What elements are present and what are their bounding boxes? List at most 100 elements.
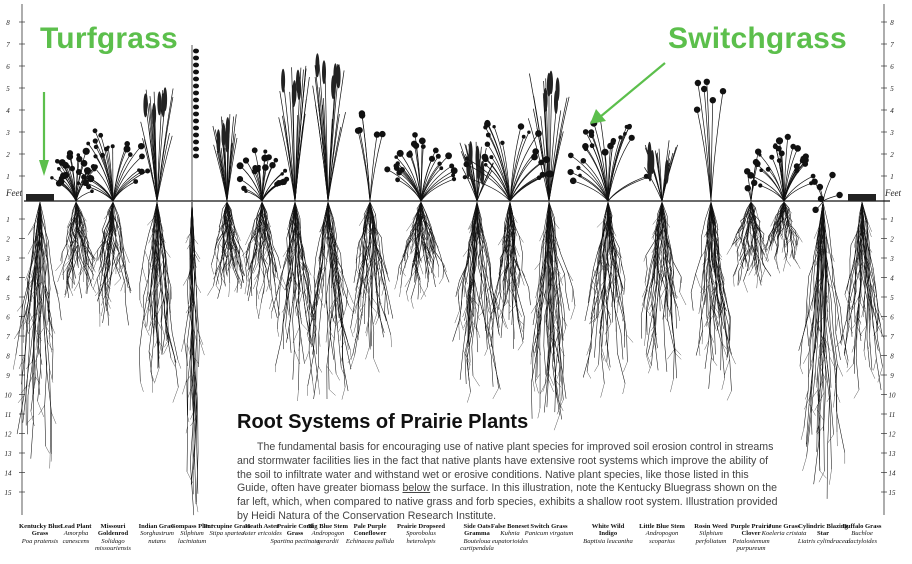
plant-scientific-name: Stipa spartea xyxy=(209,530,245,538)
plant-scientific-name: Echinacea pallida xyxy=(345,537,395,545)
shoot xyxy=(236,147,290,202)
diagram-title: Root Systems of Prairie Plants xyxy=(237,411,529,433)
root-system xyxy=(90,201,132,327)
ruler-tick-label: 4 xyxy=(890,275,894,283)
plant-scientific-name: Andropogon scoparius xyxy=(645,530,679,545)
plant-label: Cylindric Blazing Star Liatris cylindrace… xyxy=(797,523,849,545)
plant-common-name: White Wild Indigo xyxy=(591,523,625,538)
plant-7 xyxy=(236,147,290,319)
plant-8 xyxy=(271,65,320,402)
root-system xyxy=(640,201,687,393)
shoot xyxy=(26,194,54,201)
ruler-tick-label: 3 xyxy=(889,255,894,263)
ruler-tick-label: 6 xyxy=(890,314,894,322)
ruler-tick-label: 13 xyxy=(5,450,13,458)
plant-label: Little Blue Stem Andropogon scoparius xyxy=(636,523,688,545)
ruler-tick-label: 5 xyxy=(6,294,10,302)
plant-common-name: Heath Aster xyxy=(245,523,279,530)
root-system xyxy=(582,201,634,398)
root-system xyxy=(798,201,849,499)
switchgrass-callout: Switchgrass xyxy=(668,22,847,55)
plant-scientific-name: Panicum virgatum xyxy=(524,530,574,538)
plant-5 xyxy=(181,45,205,516)
plant-common-name: Prairie Cord Grass xyxy=(276,523,314,538)
feet-label-right: Feet xyxy=(885,188,901,198)
ruler-tick-label: 3 xyxy=(889,129,894,137)
plant-12 xyxy=(452,141,501,403)
plant-label: Big Blue Stem Andropogon gerardii xyxy=(302,523,354,545)
plant-scientific-name: Aster ericoides xyxy=(242,530,282,538)
ruler-tick-label: 2 xyxy=(6,236,10,244)
plant-label: Compass Plant Silphium laciniatum xyxy=(166,523,218,545)
plant-scientific-name: Sorghastrum nutans xyxy=(140,530,174,545)
ruler-tick-label: 7 xyxy=(6,333,10,341)
plant-label: Porcupine Grass Stipa spartea xyxy=(201,523,253,538)
plant-scientific-name: Koeleria cristata xyxy=(761,530,807,538)
ruler-tick-label: 8 xyxy=(6,353,10,361)
ruler-tick-label: 10 xyxy=(5,392,13,400)
plant-scientific-name: Solidago missouriensis xyxy=(95,537,131,552)
plant-common-name: Rosin Weed xyxy=(694,523,728,530)
plant-1 xyxy=(13,194,62,469)
plant-common-name: Little Blue Stem xyxy=(639,523,685,530)
plant-15 xyxy=(567,116,651,398)
plant-scientific-name: Buchloe dactyloides xyxy=(846,530,878,545)
root-system xyxy=(207,201,246,299)
ruler-tick-label: 2 xyxy=(6,151,10,159)
plant-17 xyxy=(690,78,736,401)
plant-label: Missouri Goldenrod Solidago missouriensis xyxy=(87,523,139,552)
plant-label: False Boneset Kuhnia eupatorioides xyxy=(484,523,536,545)
ruler-tick-label: 7 xyxy=(890,41,894,49)
description-underlined-word: below xyxy=(402,482,431,495)
plant-16 xyxy=(640,140,687,393)
plant-scientific-name: Amorpha canescens xyxy=(62,530,90,545)
ruler-tick-label: 5 xyxy=(890,294,894,302)
switchgrass-arrow xyxy=(599,62,666,118)
plant-label: White Wild Indigo Baptisia leucantha xyxy=(582,523,634,545)
ruler-tick-label: 4 xyxy=(6,275,10,283)
root-system xyxy=(271,201,320,402)
plant-drawings xyxy=(13,45,885,516)
plant-common-name: June Grass xyxy=(768,523,800,530)
root-system xyxy=(394,201,450,309)
plant-10 xyxy=(347,110,394,373)
plant-label: Switch Grass Panicum virgatum xyxy=(523,523,575,538)
plant-2 xyxy=(50,147,98,299)
ruler-tick-label: 8 xyxy=(890,353,894,361)
plant-19 xyxy=(747,133,816,274)
shoot xyxy=(50,147,98,202)
plant-scientific-name: Andropogon gerardii xyxy=(311,530,345,545)
plant-common-name: Pale Purple Coneflower xyxy=(353,523,387,538)
ruler-tick-label: 15 xyxy=(5,489,13,497)
shoot xyxy=(312,53,346,202)
ruler-tick-label: 6 xyxy=(6,63,10,71)
plant-20 xyxy=(798,171,849,499)
plant-scientific-name: Spartina pectinata xyxy=(270,537,320,545)
plant-9 xyxy=(306,53,354,400)
plant-label: Lead Plant Amorpha canescens xyxy=(50,523,102,545)
plant-common-name: Kentucky Blue Grass xyxy=(19,523,61,538)
ruler-tick-label: 1 xyxy=(6,173,10,181)
ruler-tick-label: 7 xyxy=(890,333,894,341)
ruler-tick-label: 12 xyxy=(5,431,13,439)
shoot xyxy=(212,114,238,202)
plant-label: Indian Grass Sorghastrum nutans xyxy=(131,523,183,545)
ruler-tick-label: 11 xyxy=(889,411,895,419)
plant-label: Prairie Dropseed Sporobolus heterolepis xyxy=(395,523,447,545)
ruler-tick-label: 4 xyxy=(6,107,10,115)
shoot xyxy=(848,194,876,201)
feet-label-left: Feet xyxy=(6,188,22,198)
plant-scientific-name: Silphium laciniatum xyxy=(177,530,207,545)
ruler-tick-label: 13 xyxy=(889,450,897,458)
root-system xyxy=(761,201,803,274)
ruler-tick-label: 2 xyxy=(890,151,894,159)
description-part-2: the surface. In this illustration, note … xyxy=(237,482,778,522)
root-system xyxy=(181,201,205,516)
ruler-tick-label: 11 xyxy=(5,411,11,419)
plant-label: Rosin Weed Silphium perfoliatum xyxy=(685,523,737,545)
ruler-tick-label: 5 xyxy=(6,85,10,93)
ruler-tick-label: 3 xyxy=(5,129,10,137)
shoot xyxy=(191,45,199,201)
